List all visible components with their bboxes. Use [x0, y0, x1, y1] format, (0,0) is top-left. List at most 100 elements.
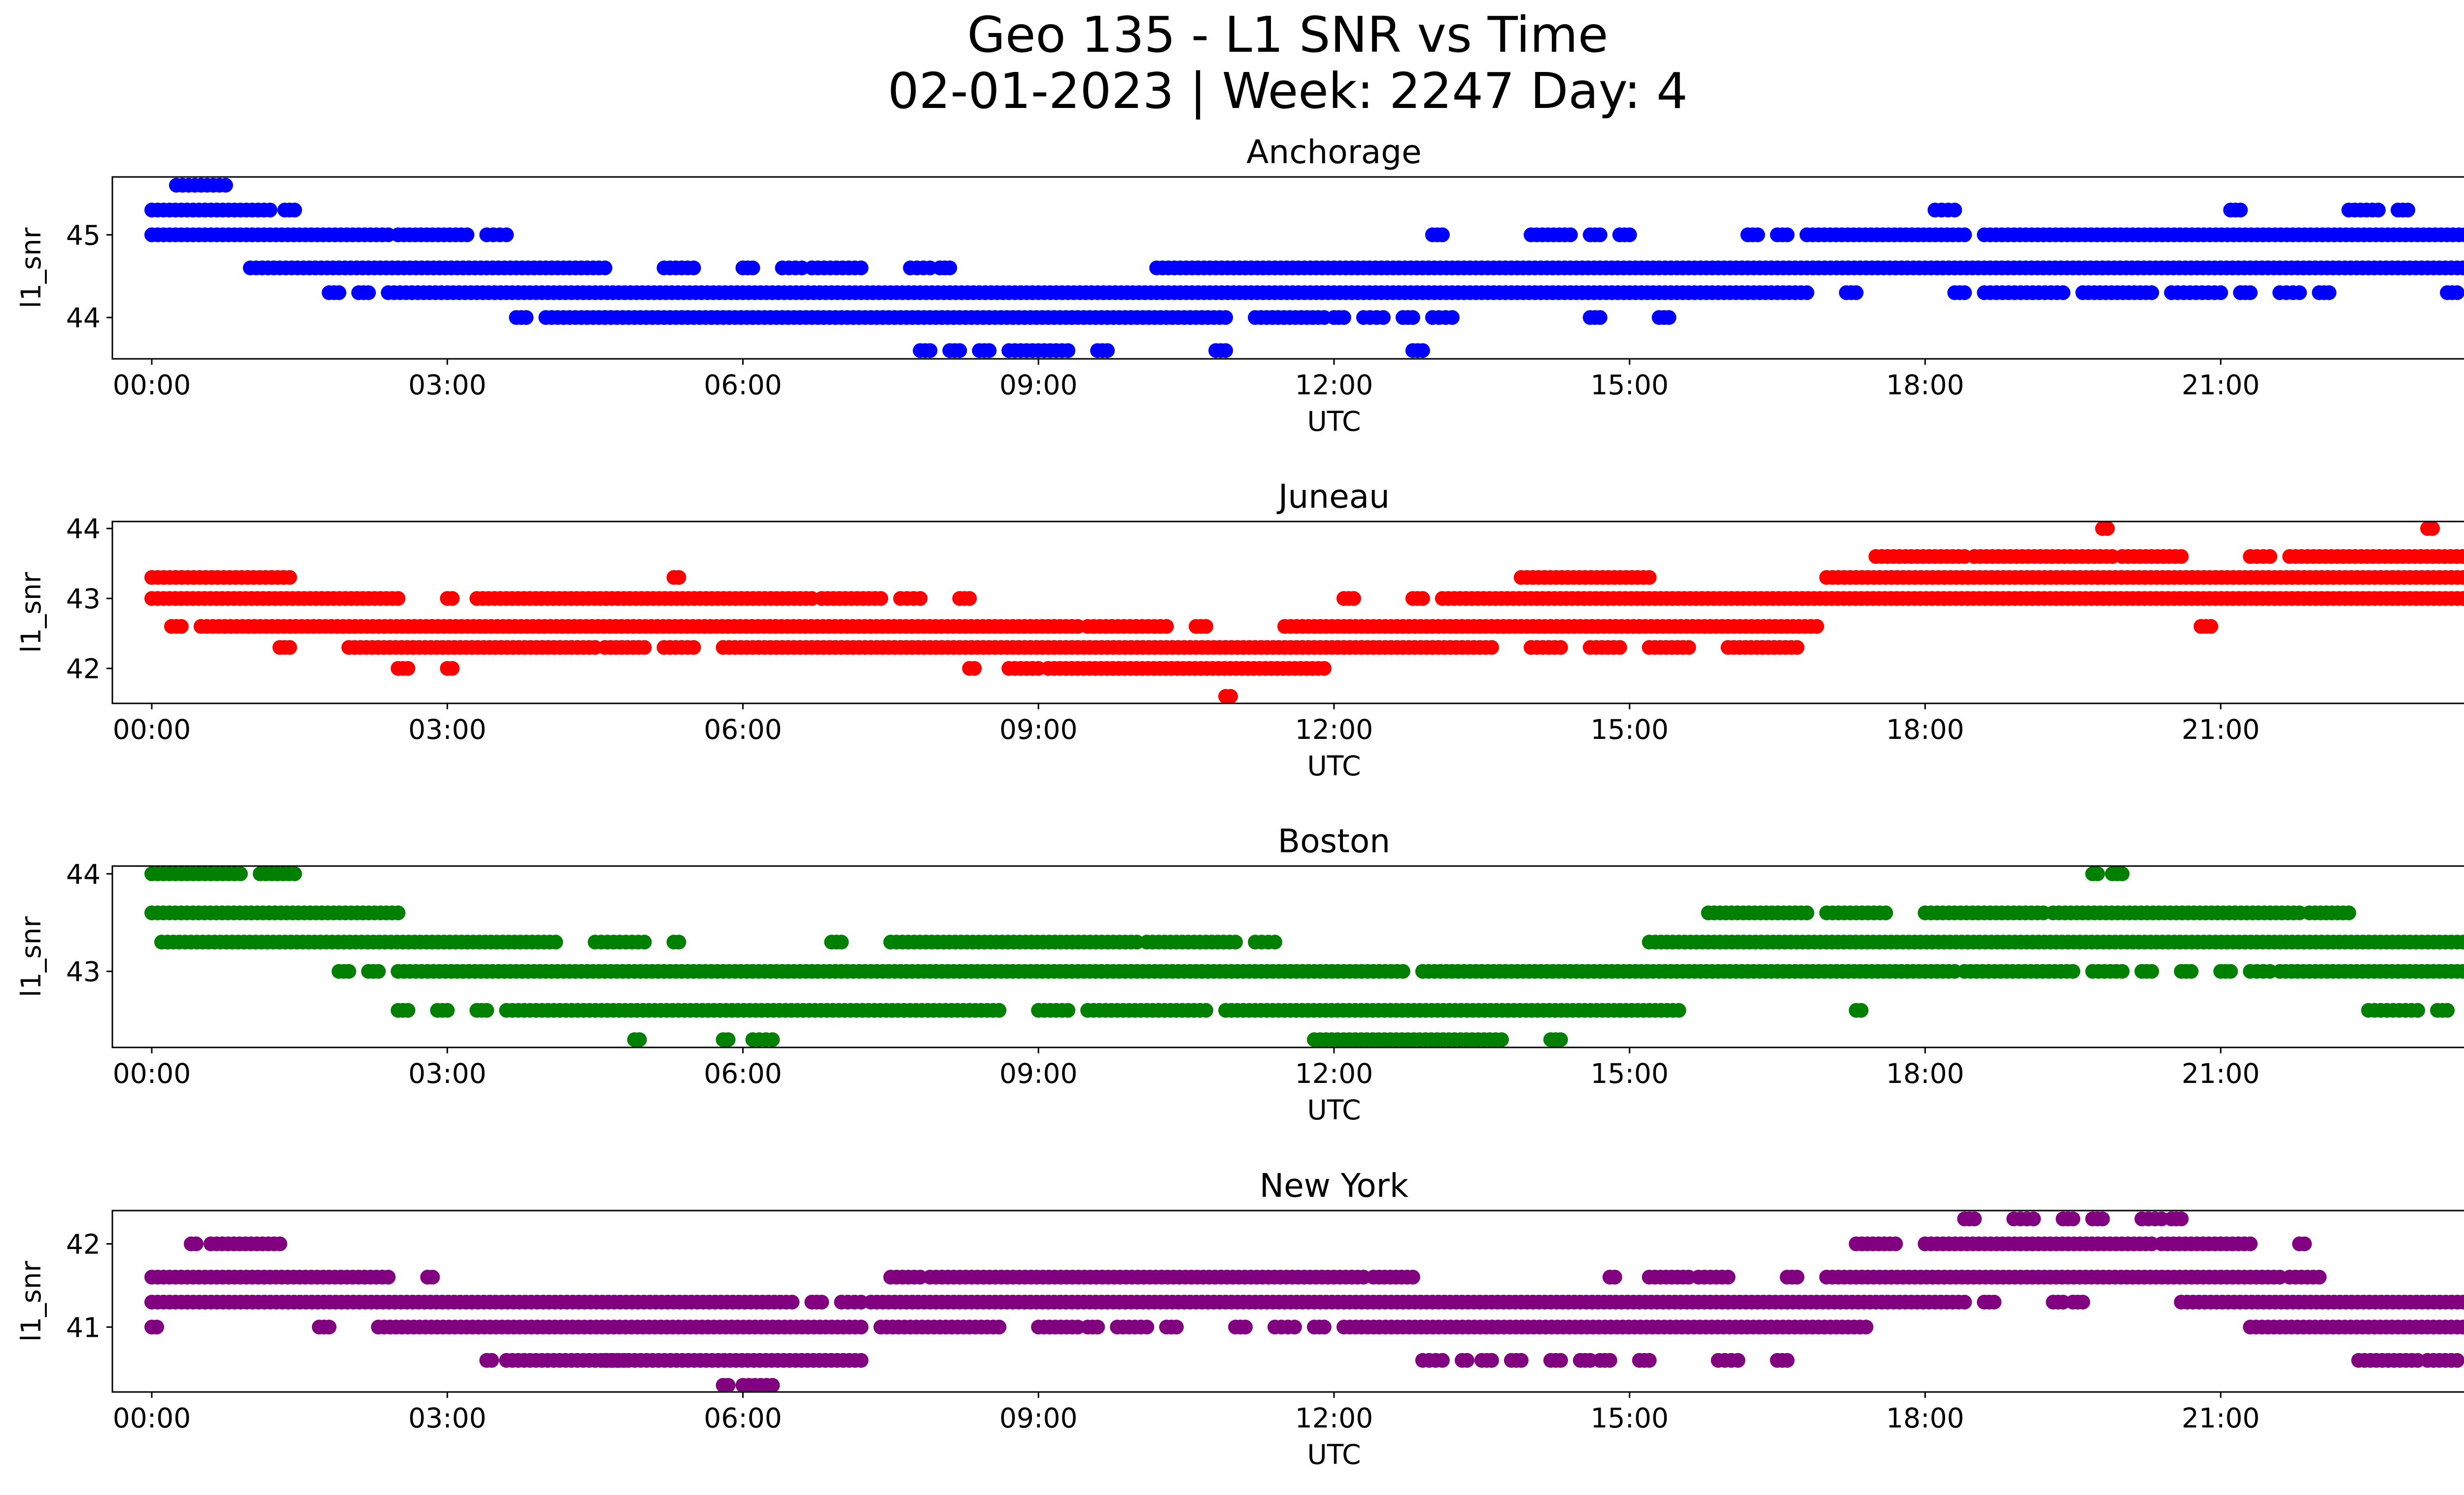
data-point: [1730, 1353, 1745, 1368]
y-tick-label: 44: [66, 302, 101, 334]
data-point: [390, 905, 406, 920]
data-point: [2026, 1211, 2041, 1226]
data-point: [1642, 1353, 1657, 1368]
x-tick-label: 18:00: [1886, 1058, 1964, 1089]
data-point: [173, 619, 189, 634]
data-point: [149, 1320, 164, 1335]
data-point: [1671, 1003, 1686, 1018]
data-point: [371, 964, 386, 979]
data-point: [1957, 285, 1972, 300]
data-point: [686, 640, 701, 655]
data-point: [2262, 549, 2278, 564]
data-point: [913, 591, 928, 606]
data-point: [720, 1032, 736, 1047]
data-point: [1789, 640, 1805, 655]
data-point: [854, 260, 869, 276]
data-point: [671, 935, 686, 950]
data-point: [1061, 343, 1076, 358]
data-point: [548, 935, 563, 950]
data-point: [2462, 1297, 2464, 1308]
data-point: [1513, 1353, 1529, 1368]
data-point: [1090, 1320, 1105, 1335]
data-point: [632, 1032, 647, 1047]
data-point: [2462, 262, 2464, 274]
scatter-series: [144, 177, 2464, 358]
data-point: [282, 640, 297, 655]
data-point: [814, 1294, 829, 1310]
data-point: [2233, 203, 2248, 218]
data-point: [785, 1294, 800, 1310]
data-point: [2115, 964, 2130, 979]
data-point: [854, 1320, 869, 1335]
data-point: [2450, 1353, 2464, 1368]
subplot-0: Anchorage 00:00 03:00 06:00 09:00 12:00 15:00 1…: [15, 133, 2464, 437]
y-tick-label: 44: [66, 859, 101, 890]
data-point: [2455, 549, 2464, 564]
figure-title: Geo 135 - L1 SNR vs Time 02-01-2023 | We…: [888, 6, 1688, 120]
data-point: [834, 935, 849, 950]
data-point: [2456, 1294, 2464, 1310]
data-point: [967, 661, 982, 676]
data-point: [1947, 203, 1962, 218]
data-point: [2174, 1211, 2189, 1226]
data-point: [287, 866, 302, 881]
data-point: [637, 935, 652, 950]
data-point: [425, 1270, 440, 1285]
data-point: [2440, 1003, 2455, 1018]
x-tick-label: 03:00: [408, 714, 486, 745]
data-point: [188, 1236, 204, 1252]
data-point: [1986, 1294, 2002, 1310]
data-point: [2341, 905, 2357, 920]
x-tick-label: 12:00: [1295, 1058, 1373, 1089]
x-tick-label: 06:00: [704, 1058, 782, 1089]
data-point: [1780, 227, 1795, 243]
data-point: [361, 285, 376, 300]
data-point: [1228, 935, 1243, 950]
data-point: [1100, 343, 1115, 358]
data-point: [1622, 227, 1637, 243]
data-point: [765, 1378, 780, 1392]
subplot-title: Boston: [1278, 822, 1390, 860]
data-point: [1061, 1003, 1076, 1018]
y-axis-label: l1_snr: [15, 1261, 47, 1342]
data-point: [2371, 203, 2386, 218]
data-point: [440, 1003, 455, 1018]
y-tick-label: 45: [66, 219, 101, 251]
data-point: [2090, 866, 2105, 881]
y-tick-label: 42: [66, 1229, 101, 1260]
data-point: [1139, 1320, 1155, 1335]
data-point: [2213, 285, 2228, 300]
scatter-series: [144, 866, 2464, 1047]
data-point: [1858, 1320, 1874, 1335]
data-point: [2100, 522, 2115, 536]
subplot-title: Juneau: [1276, 478, 1390, 516]
data-point: [484, 1353, 499, 1368]
data-point: [2456, 570, 2464, 585]
x-tick-label: 09:00: [999, 1058, 1078, 1089]
data-point: [745, 260, 760, 276]
x-tick-label: 09:00: [999, 1402, 1078, 1434]
data-point: [1435, 1353, 1450, 1368]
x-tick-label: 00:00: [113, 369, 191, 401]
subplot-title: Anchorage: [1246, 133, 1422, 171]
x-tick-label: 06:00: [704, 714, 782, 745]
x-tick-label: 15:00: [1591, 1058, 1669, 1089]
data-point: [1336, 310, 1351, 325]
data-point: [2456, 591, 2464, 606]
data-point: [2065, 964, 2081, 979]
data-point: [1750, 227, 1765, 243]
data-point: [2456, 935, 2464, 950]
data-point: [1415, 343, 1430, 358]
data-point: [1553, 1032, 1568, 1047]
x-tick-label: 21:00: [2182, 1058, 2260, 1089]
data-point: [1809, 619, 1824, 634]
data-point: [2322, 285, 2337, 300]
y-tick-label: 41: [66, 1312, 101, 1343]
x-axis-label: UTC: [1307, 750, 1361, 782]
data-point: [1853, 1003, 1869, 1018]
data-point: [2462, 1321, 2464, 1333]
x-tick-label: 03:00: [408, 369, 486, 401]
data-point: [287, 203, 302, 218]
data-point: [2462, 593, 2464, 604]
data-point: [873, 591, 889, 606]
